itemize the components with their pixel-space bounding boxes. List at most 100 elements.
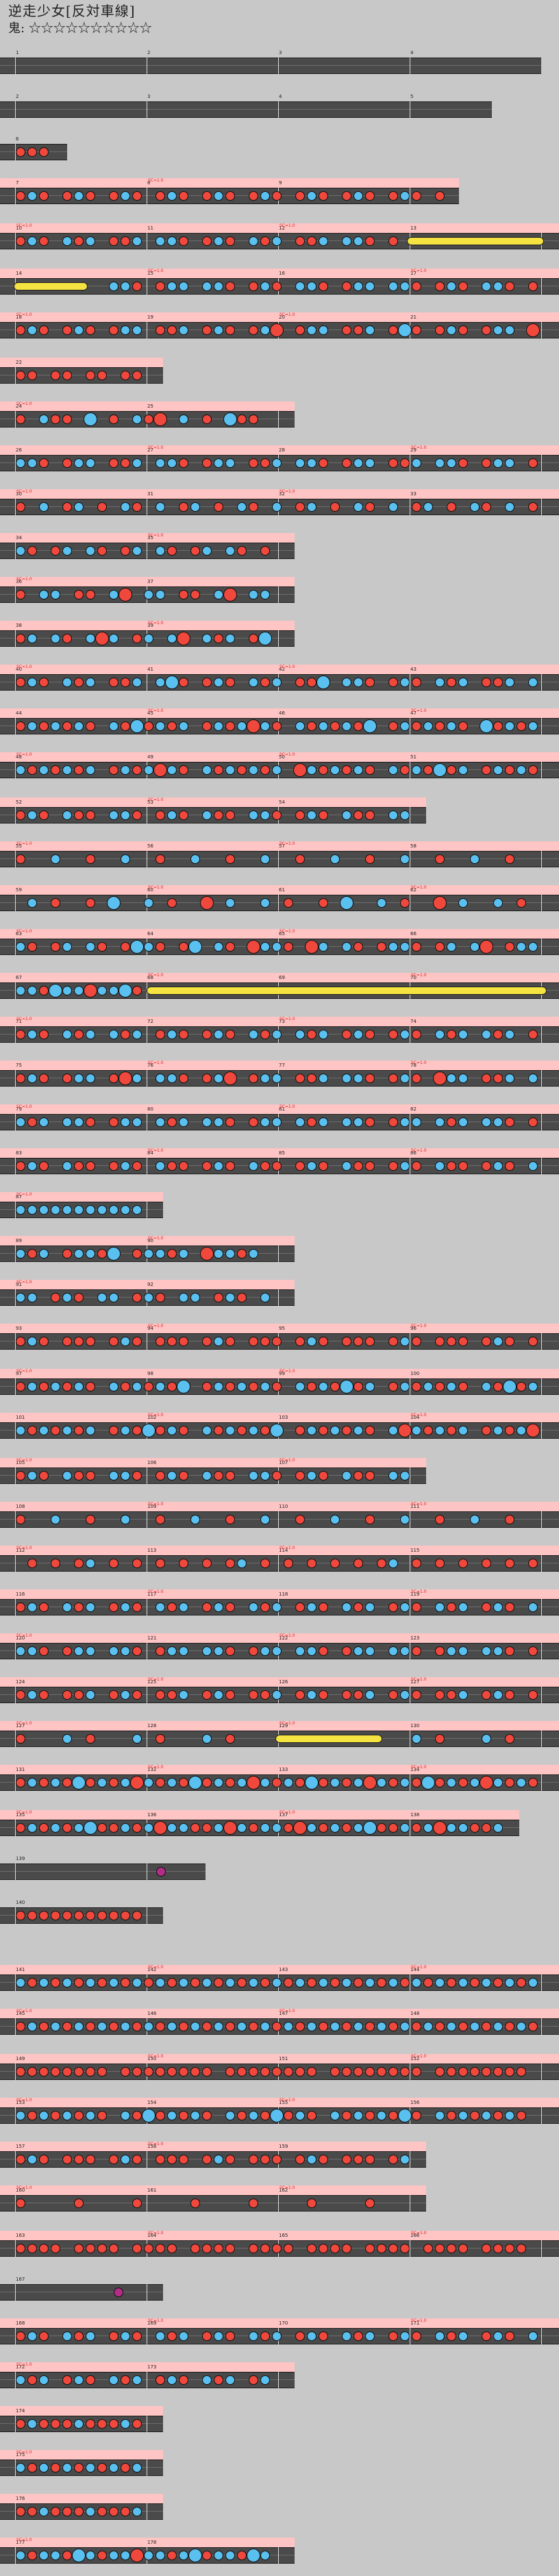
ka-note (167, 2111, 177, 2120)
don-note (144, 1382, 153, 1391)
gogo-section (0, 2231, 559, 2240)
ka-note (528, 678, 538, 687)
don-note (225, 810, 235, 820)
don-note (319, 2244, 328, 2253)
scroll-marker: SC=1.0 (411, 1061, 427, 1065)
ka-note (458, 1074, 468, 1083)
don-note (249, 1382, 258, 1391)
don-note (86, 1778, 95, 1787)
bar-number: 154 (147, 2100, 157, 2105)
chart-lane: 145 146 147 148 SC=1.0 SC=1.0 (0, 2009, 559, 2036)
don-note (295, 1515, 305, 1524)
ka-note (307, 810, 316, 820)
don-note (51, 2244, 60, 2253)
ka-note (421, 1776, 435, 1789)
scroll-marker: SC=1.0 (280, 752, 295, 757)
ka-note (249, 1249, 258, 1259)
don-note (39, 2022, 49, 2031)
don-note (482, 1559, 491, 1568)
don-note (109, 678, 119, 687)
bar-line (541, 1333, 542, 1350)
ka-note (16, 1978, 25, 1987)
don-note (51, 1559, 60, 1568)
ka-note (86, 765, 95, 775)
ka-note (400, 2155, 410, 2164)
bar-number: 161 (147, 2188, 157, 2193)
don-note (505, 2244, 514, 2253)
don-note (319, 1690, 328, 1700)
bar-number: 135 (16, 1812, 25, 1818)
ka-note (342, 1117, 351, 1127)
bar-number: 119 (410, 1592, 420, 1597)
chart-lane: 59 60 61 62 SC=1.0 SC=1.0 (0, 885, 559, 913)
ka-note (109, 1382, 119, 1391)
don-note (51, 1293, 60, 1302)
scroll-marker: SC=1.0 (16, 2362, 32, 2367)
ka-note (156, 590, 165, 599)
don-note (132, 282, 142, 291)
don-note (365, 2067, 375, 2077)
don-note (225, 721, 235, 731)
don-note (365, 1030, 375, 1039)
bar-line (541, 2240, 542, 2257)
ka-note (107, 1247, 121, 1261)
ka-note (470, 2022, 480, 2031)
don-note (482, 1337, 491, 1346)
don-note (447, 1030, 456, 1039)
ka-note (319, 1382, 328, 1391)
don-note (482, 1426, 491, 1435)
don-note (86, 1161, 95, 1171)
ka-note (400, 2331, 410, 2341)
scroll-marker: SC=1.0 (16, 1280, 32, 1285)
bar-number: 122 (279, 1635, 288, 1641)
ka-note (400, 2022, 410, 2031)
scroll-marker: SC=1.0 (148, 1677, 164, 1682)
don-note (167, 546, 177, 556)
ka-note (144, 590, 153, 599)
don-note (447, 1690, 456, 1700)
ka-note (412, 765, 421, 775)
ka-note (307, 282, 316, 291)
don-note (132, 1690, 142, 1700)
don-note (353, 1471, 363, 1481)
ka-note (307, 1602, 316, 1612)
don-note (39, 1823, 49, 1833)
don-note (319, 2331, 328, 2341)
ka-note (493, 898, 503, 908)
difficulty-row: 鬼: ☆☆☆☆☆☆☆☆☆☆ (8, 21, 152, 37)
bar-line (541, 1774, 542, 1791)
ka-note (272, 1978, 282, 1987)
drumroll-note (14, 282, 88, 290)
don-note (16, 2507, 25, 2516)
don-note (109, 1337, 119, 1346)
don-note (39, 1646, 49, 1656)
gogo-section (0, 621, 295, 630)
scroll-marker: SC=1.0 (411, 1965, 427, 1970)
ka-note (400, 1515, 410, 1524)
track-midline (0, 550, 295, 551)
don-note (470, 2067, 480, 2077)
chart-lane: 14 15 16 17 SC=1.0 SC=1.0 (0, 269, 559, 296)
ka-note (272, 1823, 282, 1833)
ka-note (260, 1471, 270, 1481)
don-note (202, 414, 212, 424)
ka-note (272, 1117, 282, 1127)
don-note (319, 1646, 328, 1656)
bar-number: 117 (147, 1592, 157, 1597)
don-note (179, 502, 188, 512)
don-note (470, 2111, 480, 2120)
don-note (121, 2067, 130, 2077)
ka-note (225, 546, 235, 556)
don-note (179, 1778, 188, 1787)
bar-number: 20 (279, 314, 285, 320)
don-note (435, 1646, 445, 1656)
don-note (190, 1978, 200, 1987)
bar-number: 81 (279, 1106, 285, 1112)
ka-note (423, 1823, 433, 1833)
scroll-marker: SC=1.0 (148, 2318, 164, 2323)
don-note (16, 2022, 25, 2031)
bar-line (541, 895, 542, 911)
don-note (16, 2331, 25, 2341)
don-note (284, 2067, 293, 2077)
bar-number: 104 (410, 1415, 420, 1420)
